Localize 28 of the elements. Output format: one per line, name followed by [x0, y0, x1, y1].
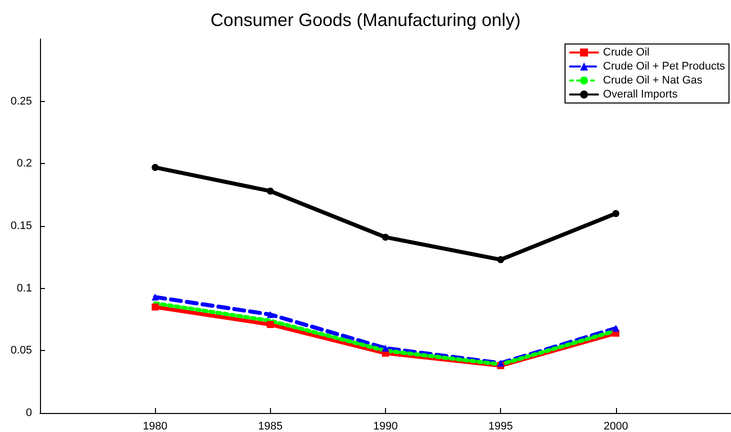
x-tick-label: 1985	[258, 420, 283, 432]
point	[266, 188, 274, 195]
legend-label: Crude Oil	[603, 46, 650, 58]
point	[382, 234, 389, 241]
point	[266, 311, 274, 318]
point	[152, 294, 159, 301]
y-tick-label: 0	[26, 407, 32, 419]
y-tick-label: 0.1	[16, 282, 32, 294]
x-tick-label: 1980	[142, 420, 168, 432]
legend-label: Overall Imports	[603, 88, 678, 100]
point	[152, 304, 159, 311]
chart-title: Consumer Goods (Manufacturing only)	[210, 10, 521, 30]
y-tick-label: 0.15	[10, 220, 32, 232]
point	[497, 256, 504, 264]
point	[152, 164, 159, 171]
point	[266, 320, 274, 328]
x-tick-label: 1995	[488, 420, 513, 432]
y-tick-label: 0.25	[10, 95, 32, 108]
x-tick-label: 2000	[604, 420, 628, 432]
point	[382, 344, 389, 352]
legend-label: Crude Oil + Nat Gas	[603, 74, 703, 86]
point	[612, 324, 620, 332]
legend-label: Crude Oil + Pet Products	[603, 60, 726, 72]
y-tick-label: 0.05	[10, 344, 32, 357]
x-tick-label: 1990	[373, 420, 398, 432]
y-tick-label: 0.2	[16, 158, 32, 170]
point	[612, 210, 620, 218]
point	[497, 360, 504, 367]
